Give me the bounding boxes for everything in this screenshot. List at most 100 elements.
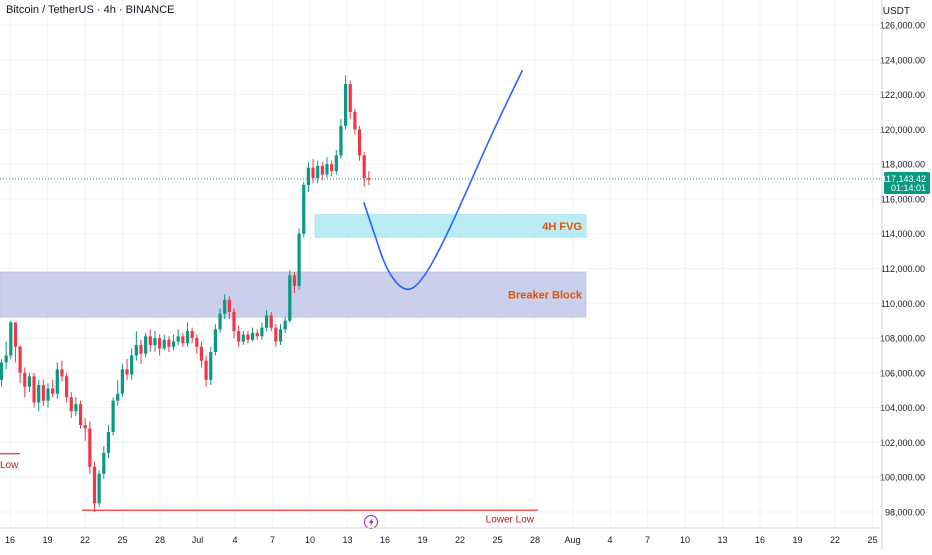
candle: [69, 391, 73, 419]
x-tick-label: 22: [455, 535, 465, 545]
candles: [0, 75, 371, 512]
candle: [92, 461, 97, 512]
candle-body: [97, 473, 101, 504]
y-tick-label: 108,000.00: [880, 334, 925, 344]
candle-body: [227, 299, 231, 312]
candle-body: [274, 327, 278, 342]
candle-body: [23, 372, 27, 387]
x-tick-label: 28: [155, 535, 165, 545]
x-tick-label: 19: [792, 535, 802, 545]
candle-body: [102, 452, 106, 474]
candle-body: [181, 336, 185, 344]
x-tick-label: 19: [417, 535, 427, 545]
candle-body: [362, 155, 366, 179]
candle: [162, 334, 166, 351]
candle: [260, 322, 264, 340]
candle-body: [0, 362, 4, 380]
candle-body: [32, 376, 36, 403]
candle: [60, 360, 64, 382]
candle: [18, 345, 22, 384]
candle-body: [171, 341, 176, 347]
candle-body: [246, 334, 250, 340]
candle: [241, 331, 245, 346]
candle-body: [251, 332, 255, 340]
candle: [74, 397, 78, 417]
candle-body: [344, 84, 348, 126]
x-tick-label: 13: [717, 535, 727, 545]
candle-body: [311, 167, 315, 179]
lower-low-label: Lower Low: [486, 514, 535, 525]
candle: [344, 75, 348, 130]
candle: [153, 331, 157, 352]
x-tick-label: 22: [80, 535, 90, 545]
candle: [65, 372, 69, 403]
candle-body: [316, 165, 320, 179]
candle: [255, 329, 259, 340]
candle: [348, 80, 352, 119]
candle: [297, 228, 301, 290]
candle-body: [255, 332, 259, 337]
candle: [320, 162, 324, 180]
candle: [125, 358, 129, 380]
y-tick-label: 126,000.00: [880, 21, 925, 31]
x-tick-label: 22: [830, 535, 840, 545]
candle-body: [18, 346, 22, 373]
candle: [0, 358, 4, 387]
x-tick-label: 4: [607, 535, 612, 545]
y-tick-label: 104,000.00: [880, 403, 925, 413]
x-tick-label: 16: [380, 535, 390, 545]
candle-body: [65, 376, 69, 398]
candle-body: [176, 336, 180, 342]
candle-body: [60, 369, 64, 377]
candle-body: [288, 275, 292, 321]
candle: [213, 324, 217, 356]
candle: [41, 379, 45, 406]
x-tick-label: 25: [867, 535, 877, 545]
y-tick-label: 110,000.00: [881, 299, 925, 309]
candle-body: [134, 345, 138, 356]
candle-body: [297, 233, 301, 286]
candle-body: [4, 355, 8, 363]
y-tick-label: 118,000.00: [881, 160, 925, 170]
candle: [9, 320, 13, 359]
candle-body: [120, 369, 124, 394]
candle-body: [237, 331, 241, 342]
candle-body: [153, 338, 157, 346]
candle: [195, 334, 199, 354]
zone-label: 4H FVG: [542, 221, 582, 233]
candle-body: [162, 339, 166, 349]
candle-body: [232, 311, 236, 332]
candle: [4, 341, 8, 370]
x-tick-label: 16: [755, 535, 765, 545]
currency-label: USDT: [882, 6, 910, 17]
candle: [204, 355, 208, 387]
candle: [83, 418, 87, 441]
y-tick-label: 114,000.00: [881, 229, 925, 239]
last-price-value: 117,143.42: [882, 174, 926, 184]
candle-body: [46, 388, 50, 401]
y-tick-label: 102,000.00: [880, 438, 925, 448]
x-tick-label: 13: [342, 535, 352, 545]
projection-curve: [363, 69, 524, 291]
x-tick-label: 7: [270, 535, 275, 545]
last-price-tag-bg: [884, 172, 930, 195]
candle: [102, 445, 106, 479]
grid: [0, 0, 882, 528]
candle: [353, 108, 357, 135]
zones: 4H FVG Breaker Block: [0, 214, 587, 318]
candle-body: [106, 431, 111, 453]
candle: [264, 310, 269, 332]
x-tick-label: Aug: [564, 535, 580, 545]
candle: [148, 329, 152, 352]
candle-body: [353, 111, 357, 130]
x-tick-label: 16: [5, 535, 15, 545]
candle-body: [111, 400, 115, 432]
candle: [316, 160, 320, 184]
candle: [139, 339, 143, 365]
candle: [106, 425, 111, 459]
x-tick-label: 28: [530, 535, 540, 545]
candle: [27, 372, 31, 392]
